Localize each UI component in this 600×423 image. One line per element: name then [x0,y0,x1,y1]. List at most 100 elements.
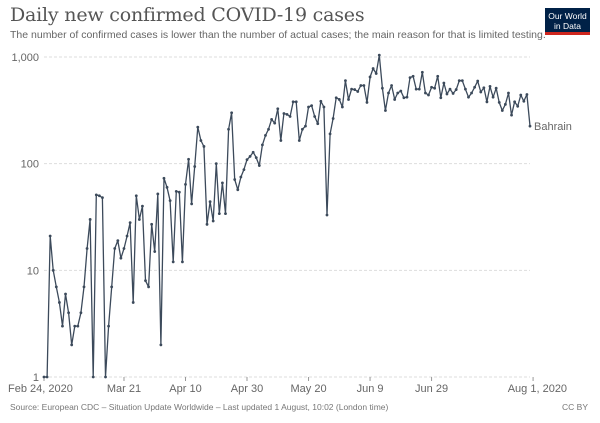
data-point [94,193,98,197]
data-point [522,99,526,103]
data-point [251,150,255,154]
data-point [233,178,237,181]
data-point [211,219,215,223]
data-point [331,117,335,120]
data-point [319,99,323,103]
data-point [356,90,360,93]
data-point [159,343,163,347]
data-point [365,101,369,104]
y-tick-label: 1,000 [11,52,39,64]
data-point [347,98,350,101]
data-point [510,113,513,117]
license-link[interactable]: CC BY [562,402,588,412]
x-tick-label: Apr 30 [231,383,263,395]
data-point [288,115,292,118]
data-point [245,158,249,162]
data-point [141,204,144,208]
data-point [122,247,126,250]
data-point [448,87,452,91]
x-tick-label: Feb 24, 2020 [8,383,73,395]
data-point [42,375,46,379]
series-line-bahrain [44,54,531,378]
data-point [310,104,314,108]
data-point [51,268,55,272]
data-point [199,139,203,142]
y-tick-label: 100 [21,159,39,171]
data-point [131,301,135,304]
owid-logo[interactable]: Our World in Data [545,8,590,35]
data-point [91,375,95,379]
data-point [402,96,406,100]
data-point [230,111,234,115]
data-point [485,100,489,104]
data-point [451,92,455,95]
data-point [101,196,104,200]
data-point [467,95,470,99]
data-point [377,53,381,57]
data-point [294,100,298,104]
data-point [110,285,114,289]
data-point [494,86,498,90]
data-point [168,199,172,203]
data-point [473,85,477,89]
data-point [427,93,430,97]
data-point [337,98,341,101]
data-point [433,86,437,90]
data-point [513,100,517,104]
data-point [162,176,166,180]
data-point [313,115,317,118]
data-point [279,139,283,142]
data-point [482,86,486,90]
y-tick-label: 1 [33,372,39,384]
data-point [144,279,147,283]
data-point [208,200,212,204]
data-point [362,84,366,87]
data-point [214,162,218,166]
data-point [128,221,132,225]
y-tick-label: 10 [27,265,39,277]
data-point [405,95,409,99]
data-point [307,105,310,109]
data-point [380,86,384,90]
line-chart: 1 10 100 1,000 Feb 24, 2020 Mar 21 Apr 10 Apr 3… [8,52,572,395]
data-point [193,165,197,168]
data-point [260,143,264,147]
data-point [67,311,71,315]
data-point [516,104,520,108]
data-point [420,70,424,74]
x-tick-label: Jun 9 [357,383,384,395]
data-point [325,213,329,217]
data-point [328,132,332,136]
data-point [88,218,92,221]
data-point [359,84,363,87]
data-point [479,90,483,94]
data-point [439,96,443,100]
data-point [316,122,320,126]
data-point [165,185,169,189]
data-point [156,192,160,196]
data-point [507,91,510,95]
data-point [503,102,507,106]
data-point [399,89,403,93]
data-point [61,324,64,328]
data-point [137,218,141,221]
data-point [82,285,86,289]
data-point [387,91,390,95]
data-point [221,181,224,185]
data-point [174,189,178,193]
x-tick-label: Aug 1, 2020 [508,383,567,395]
data-point [350,87,353,91]
data-point [177,190,181,194]
data-point [454,88,458,91]
data-point [48,234,52,238]
data-point [257,164,261,167]
data-point [248,154,252,158]
logo-line-1: Our World [548,11,587,21]
data-point [353,88,357,91]
data-point [113,247,117,250]
data-point [107,324,110,328]
data-point [97,194,101,198]
data-point [79,311,83,315]
data-point [57,301,61,304]
data-point [196,125,200,129]
